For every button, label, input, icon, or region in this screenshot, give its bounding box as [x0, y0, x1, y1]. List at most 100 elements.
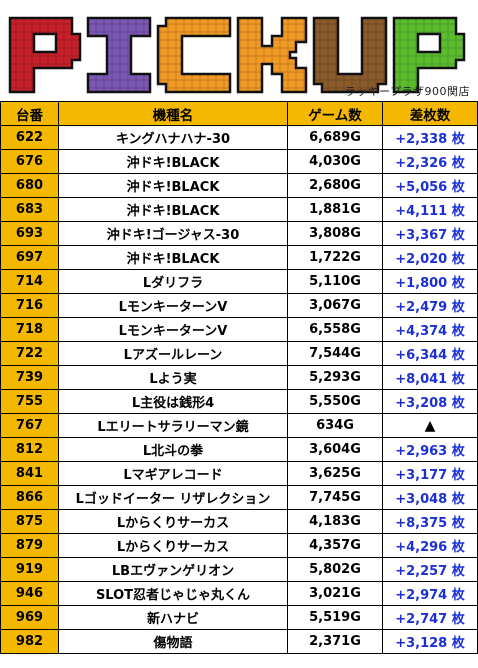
table-row: 622 キングハナハナ-30 6,689G +2,338 枚 [0, 125, 478, 150]
machine-no-cell: 982 [0, 629, 59, 654]
table-row: 946 SLOT忍者じゃじゃ丸くん 3,021G +2,974 枚 [0, 581, 478, 606]
machine-name-cell: 沖ドキ!BLACK [58, 173, 288, 198]
machine-name-cell: LモンキーターンV [58, 293, 288, 318]
machine-no-cell: 969 [0, 605, 59, 630]
table-row: 879 Lからくりサーカス 4,357G +4,296 枚 [0, 533, 478, 558]
diff-cell: +2,963 枚 [382, 437, 478, 462]
diff-cell: +3,177 枚 [382, 461, 478, 486]
machine-no-cell: 722 [0, 341, 59, 366]
store-name: ラッキープラザ900関店 [344, 85, 470, 98]
machine-no-cell: 683 [0, 197, 59, 222]
diff-cell: +3,128 枚 [382, 629, 478, 654]
diff-cell: +2,257 枚 [382, 557, 478, 582]
diff-cell: +8,041 枚 [382, 365, 478, 390]
logo-letter-p2 [392, 16, 466, 94]
logo-letter-p1 [8, 16, 82, 94]
games-cell: 3,021G [287, 581, 383, 606]
games-cell: 3,625G [287, 461, 383, 486]
diff-cell: +4,111 枚 [382, 197, 478, 222]
table-row: 722 Lアズールレーン 7,544G +6,344 枚 [0, 341, 478, 366]
table-row: 716 LモンキーターンV 3,067G +2,479 枚 [0, 293, 478, 318]
machine-name-cell: Lゴッドイーター リザレクション [58, 485, 288, 510]
table-row: 841 Lマギアレコード 3,625G +3,177 枚 [0, 461, 478, 486]
table-row: 680 沖ドキ!BLACK 2,680G +5,056 枚 [0, 173, 478, 198]
games-cell: 2,680G [287, 173, 383, 198]
games-cell: 3,808G [287, 221, 383, 246]
games-cell: 7,544G [287, 341, 383, 366]
table-row: 866 Lゴッドイーター リザレクション 7,745G +3,048 枚 [0, 485, 478, 510]
diff-cell: +2,338 枚 [382, 125, 478, 150]
machine-no-cell: 755 [0, 389, 59, 414]
machine-no-cell: 739 [0, 365, 59, 390]
games-cell: 2,371G [287, 629, 383, 654]
table-row: 676 沖ドキ!BLACK 4,030G +2,326 枚 [0, 149, 478, 174]
machine-no-cell: 697 [0, 245, 59, 270]
machine-no-cell: 622 [0, 125, 59, 150]
machine-name-cell: Lからくりサーカス [58, 533, 288, 558]
machine-name-cell: Lアズールレーン [58, 341, 288, 366]
diff-cell: +2,020 枚 [382, 245, 478, 270]
column-header-diff: 差枚数 [382, 101, 478, 126]
diff-cell: +4,374 枚 [382, 317, 478, 342]
games-cell: 3,604G [287, 437, 383, 462]
diff-cell: +6,344 枚 [382, 341, 478, 366]
machine-no-cell: 767 [0, 413, 59, 438]
table-row: 919 LBエヴァンゲリオン 5,802G +2,257 枚 [0, 557, 478, 582]
machine-name-cell: 沖ドキ!BLACK [58, 245, 288, 270]
machine-name-cell: 新ハナビ [58, 605, 288, 630]
games-cell: 5,519G [287, 605, 383, 630]
machine-no-cell: 714 [0, 269, 59, 294]
table-row: 697 沖ドキ!BLACK 1,722G +2,020 枚 [0, 245, 478, 270]
machine-no-cell: 875 [0, 509, 59, 534]
table-row: 714 Lダリフラ 5,110G +1,800 枚 [0, 269, 478, 294]
table-row: 969 新ハナビ 5,519G +2,747 枚 [0, 605, 478, 630]
diff-cell: +2,974 枚 [382, 581, 478, 606]
table-row: 755 L主役は銭形4 5,550G +3,208 枚 [0, 389, 478, 414]
column-header-machine-no: 台番 [0, 101, 59, 126]
machine-name-cell: Lマギアレコード [58, 461, 288, 486]
table-row: 683 沖ドキ!BLACK 1,881G +4,111 枚 [0, 197, 478, 222]
column-header-games: ゲーム数 [287, 101, 383, 126]
games-cell: 6,689G [287, 125, 383, 150]
games-cell: 1,722G [287, 245, 383, 270]
diff-cell: +1,800 枚 [382, 269, 478, 294]
diff-cell: +5,056 枚 [382, 173, 478, 198]
machine-no-cell: 919 [0, 557, 59, 582]
machine-no-cell: 676 [0, 149, 59, 174]
machine-no-cell: 693 [0, 221, 59, 246]
games-cell: 3,067G [287, 293, 383, 318]
games-cell: 1,881G [287, 197, 383, 222]
machine-name-cell: LBエヴァンゲリオン [58, 557, 288, 582]
machine-name-cell: Lダリフラ [58, 269, 288, 294]
pickup-table: 台番 機種名 ゲーム数 差枚数 622 キングハナハナ-30 6,689G +2,33… [0, 101, 478, 654]
games-cell: 4,183G [287, 509, 383, 534]
games-cell: 5,110G [287, 269, 383, 294]
diff-cell: +2,326 枚 [382, 149, 478, 174]
machine-name-cell: SLOT忍者じゃじゃ丸くん [58, 581, 288, 606]
machine-no-cell: 946 [0, 581, 59, 606]
table-row: 812 L北斗の拳 3,604G +2,963 枚 [0, 437, 478, 462]
machine-no-cell: 680 [0, 173, 59, 198]
pickup-banner: ラッキープラザ900関店 [0, 0, 478, 100]
table-row: 982 傷物語 2,371G +3,128 枚 [0, 629, 478, 654]
machine-name-cell: L主役は銭形4 [58, 389, 288, 414]
games-cell: 5,550G [287, 389, 383, 414]
diff-cell: +3,367 枚 [382, 221, 478, 246]
diff-cell: +4,296 枚 [382, 533, 478, 558]
machine-name-cell: キングハナハナ-30 [58, 125, 288, 150]
machine-name-cell: LモンキーターンV [58, 317, 288, 342]
machine-no-cell: 718 [0, 317, 59, 342]
table-row: 718 LモンキーターンV 6,558G +4,374 枚 [0, 317, 478, 342]
machine-no-cell: 841 [0, 461, 59, 486]
pickup-logo [8, 16, 466, 94]
diff-cell: ▲ [382, 413, 478, 438]
machine-name-cell: Lエリートサラリーマン鏡 [58, 413, 288, 438]
games-cell: 634G [287, 413, 383, 438]
machine-no-cell: 716 [0, 293, 59, 318]
machine-name-cell: 沖ドキ!BLACK [58, 149, 288, 174]
machine-no-cell: 879 [0, 533, 59, 558]
table-row: 739 Lよう実 5,293G +8,041 枚 [0, 365, 478, 390]
machine-name-cell: 沖ドキ!ゴージャス-30 [58, 221, 288, 246]
games-cell: 5,802G [287, 557, 383, 582]
table-row: 693 沖ドキ!ゴージャス-30 3,808G +3,367 枚 [0, 221, 478, 246]
